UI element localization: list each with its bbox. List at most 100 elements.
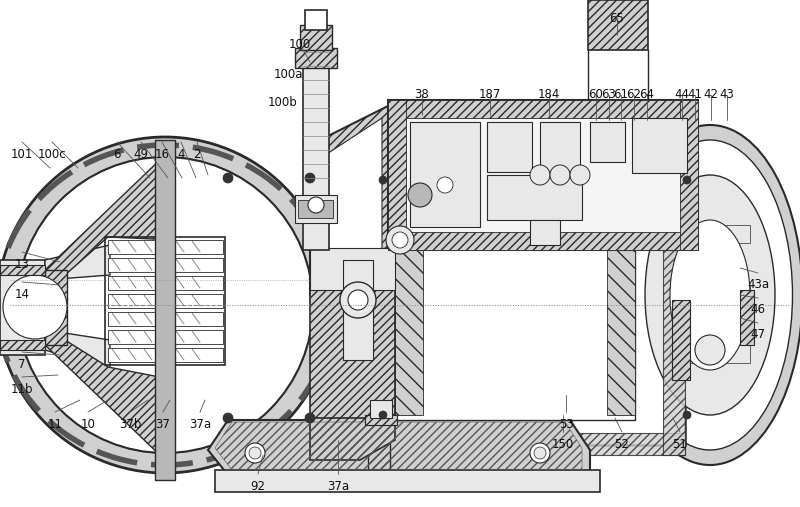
Bar [0,340,45,350]
Bar [0,260,45,355]
Bar [303,50,329,250]
Bar [108,258,223,272]
Polygon shape [355,165,685,445]
Text: 101: 101 [11,148,33,161]
Text: 46: 46 [750,303,766,316]
Circle shape [683,411,691,419]
Bar [410,122,480,227]
Polygon shape [45,330,110,370]
Bar [590,122,625,162]
Bar [105,237,225,365]
Bar [108,312,223,326]
Bar [0,265,45,275]
Bar [108,294,223,308]
Bar [365,415,397,425]
Circle shape [534,447,546,459]
Bar [215,470,600,492]
Bar [672,300,690,380]
Text: 13: 13 [14,258,30,271]
Circle shape [249,447,261,459]
Text: 65: 65 [610,12,625,25]
Text: 6: 6 [114,148,121,161]
Bar [155,140,175,480]
Text: 92: 92 [250,480,266,493]
Polygon shape [45,245,110,280]
Text: 11b: 11b [10,383,34,396]
Bar [388,100,698,250]
Text: 52: 52 [614,438,630,451]
Polygon shape [355,155,685,177]
Circle shape [379,176,387,184]
Polygon shape [45,340,175,460]
Ellipse shape [670,220,750,370]
Circle shape [530,165,550,185]
Bar [370,400,392,418]
Text: 100c: 100c [38,148,66,161]
Bar [487,175,582,220]
Bar [305,10,327,30]
Circle shape [17,157,313,453]
Text: 53: 53 [558,418,574,431]
Circle shape [530,443,550,463]
Text: 4: 4 [178,148,185,161]
Circle shape [245,443,265,463]
Text: 100a: 100a [274,68,302,81]
Text: 100: 100 [289,38,311,51]
Text: 14: 14 [14,288,30,301]
Text: 49: 49 [134,148,149,161]
Text: 47: 47 [750,328,766,341]
Circle shape [348,290,368,310]
Circle shape [0,137,333,473]
Bar [368,420,390,470]
Text: 187: 187 [479,88,501,101]
Circle shape [223,413,233,423]
Circle shape [379,411,387,419]
Circle shape [683,176,691,184]
Bar [310,290,395,420]
Bar [487,122,532,172]
Bar [108,330,223,344]
Text: 11: 11 [47,418,62,431]
Polygon shape [388,232,698,250]
Text: 42: 42 [703,88,718,101]
Bar [395,190,635,420]
Text: 43a: 43a [747,278,769,291]
Bar [670,345,750,363]
Circle shape [305,413,315,423]
Bar [540,122,580,192]
Text: 61: 61 [614,88,629,101]
Circle shape [305,173,315,183]
Circle shape [408,183,432,207]
Polygon shape [355,433,685,455]
Circle shape [340,282,376,318]
Bar [395,195,423,415]
Polygon shape [310,105,390,295]
Bar [607,195,635,415]
Bar [670,225,750,243]
Bar [310,248,395,290]
Bar [530,220,560,245]
Bar [108,348,223,362]
Polygon shape [388,100,406,250]
Text: 16: 16 [154,148,170,161]
Bar [295,48,337,68]
Polygon shape [310,418,395,460]
Polygon shape [663,155,685,455]
Bar [343,260,373,360]
Text: 37b: 37b [119,418,141,431]
Text: 184: 184 [538,88,560,101]
Polygon shape [208,420,590,475]
Text: 64: 64 [639,88,654,101]
Polygon shape [355,155,377,455]
Text: 10: 10 [81,418,95,431]
Polygon shape [680,100,698,250]
Bar [588,0,648,50]
Ellipse shape [645,175,775,415]
Text: 41: 41 [687,88,702,101]
Bar [45,270,67,345]
Polygon shape [45,155,175,275]
Bar [295,195,337,223]
Bar [300,25,332,50]
Circle shape [17,157,313,453]
Circle shape [223,173,233,183]
